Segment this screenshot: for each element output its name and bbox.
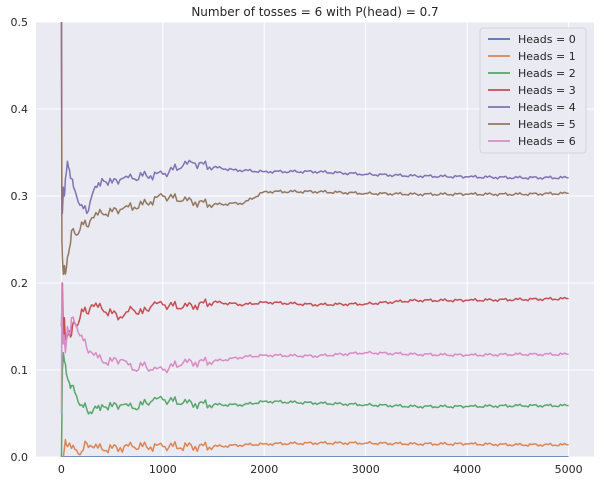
y-tick-label: 0.3	[11, 190, 29, 203]
y-tick-labels: 0.0 0.1 0.2 0.3 0.4 0.5	[11, 16, 29, 464]
x-tick-label: 5000	[555, 463, 583, 476]
y-tick-label: 0.1	[11, 364, 29, 377]
series-line	[60, 282, 569, 414]
y-tick-label: 0.4	[11, 103, 29, 116]
chart-title: Number of tosses = 6 with P(head) = 0.7	[191, 5, 438, 19]
legend-entry: Heads = 5	[518, 118, 576, 131]
x-tick-label: 0	[58, 463, 65, 476]
series-line	[60, 22, 569, 215]
y-tick-label: 0.0	[11, 451, 29, 464]
series-lines	[60, 22, 569, 457]
x-tick-label: 2000	[250, 463, 278, 476]
legend-entry: Heads = 0	[518, 33, 576, 46]
legend-box	[479, 27, 587, 154]
x-tick-label: 1000	[149, 463, 177, 476]
x-tick-labels: 0 1000 2000 3000 4000 5000	[58, 463, 583, 476]
legend-entry: Heads = 2	[518, 67, 576, 80]
legend: Heads = 0 Heads = 1 Heads = 2 Heads = 3 Head…	[479, 27, 587, 154]
x-tick-label: 4000	[453, 463, 481, 476]
legend-entry: Heads = 3	[518, 84, 576, 97]
legend-entry: Heads = 1	[518, 50, 576, 63]
legend-entry: Heads = 6	[518, 135, 576, 148]
y-tick-label: 0.2	[11, 277, 29, 290]
series-line	[61, 438, 569, 457]
series-line	[60, 351, 569, 457]
series-line	[60, 22, 569, 276]
legend-entry: Heads = 4	[518, 101, 576, 114]
series-line	[60, 282, 569, 345]
y-tick-label: 0.5	[11, 16, 29, 29]
x-tick-label: 3000	[352, 463, 380, 476]
